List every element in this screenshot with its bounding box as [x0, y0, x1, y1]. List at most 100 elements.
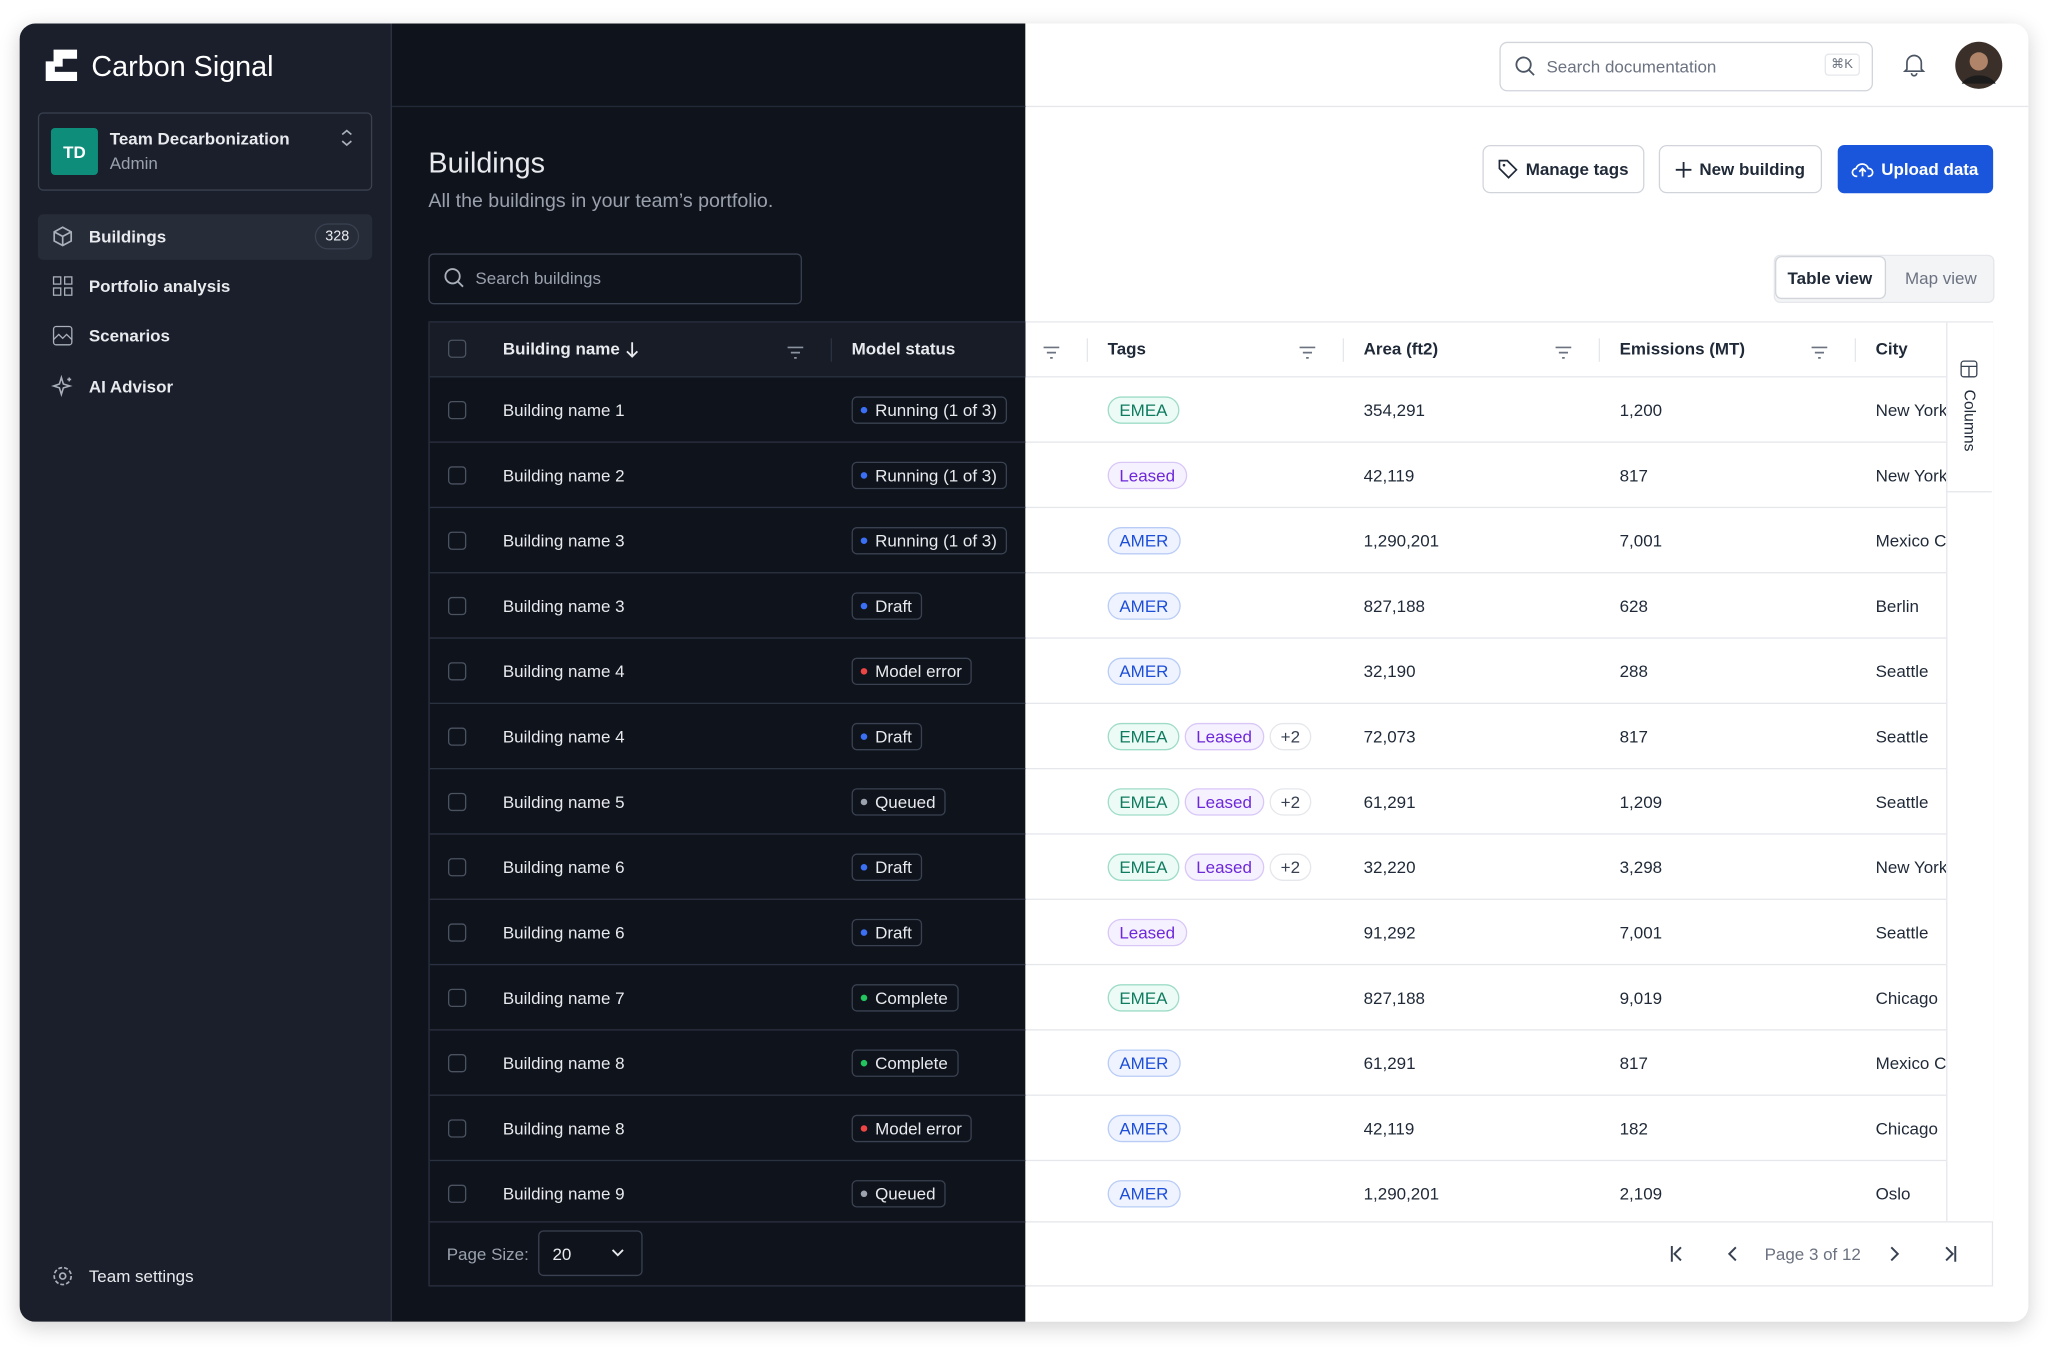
table-row[interactable]: Building name 9 Queued AMER 1,290,201 2,109 O… [429, 1161, 1947, 1222]
tag: AMER [1107, 1049, 1181, 1077]
table-view-tab[interactable]: Table view [1787, 268, 1873, 288]
tag: EMEA [1107, 984, 1180, 1012]
area: 42,119 [1363, 1118, 1415, 1139]
table-row[interactable]: Building name 2 Running (1 of 3) Leased 42,… [429, 442, 1947, 509]
status-dot [860, 602, 868, 610]
table-row[interactable]: Building name 3 Draft AMER 827,188 628 Berlin [429, 573, 1947, 639]
upload-btn[interactable]: Upload data [1837, 144, 1994, 194]
tags: EMEA [1107, 984, 1185, 1012]
icon[interactable] [1299, 346, 1316, 359]
row-checkbox [447, 662, 467, 681]
status-dot [860, 472, 868, 479]
manage-tags-btn[interactable]: Manage tags [1482, 144, 1645, 194]
table-body: Building name Model status Tags Area (ft2) E… [429, 323, 1947, 1222]
page-size-select[interactable] [538, 1230, 643, 1277]
table-row[interactable]: Building name 7 Complete EMEA 827,188 9,019 C… [429, 965, 1947, 1031]
building-name: Building name 3 [502, 530, 625, 551]
area: 827,188 [1363, 596, 1425, 616]
icon[interactable] [626, 342, 639, 358]
new-building-btn[interactable]: New building [1658, 144, 1823, 194]
status-label: Model error [875, 1118, 962, 1139]
user-avatar[interactable] [1955, 41, 2003, 89]
row-checkbox [447, 400, 467, 420]
row-checkbox [447, 923, 467, 942]
status-badge: Draft [851, 592, 923, 620]
status-dot [860, 1059, 868, 1067]
last-page[interactable] [1944, 1246, 1957, 1262]
table-row[interactable]: Building name 5 Queued EMEA Leased +2 61,291 1… [429, 769, 1947, 835]
nav-item[interactable]: Scenarios [88, 325, 170, 346]
status-label: Running (1 of 3) [875, 400, 997, 420]
area: 1,290,201 [1363, 530, 1440, 551]
emissions: 7,001 [1619, 922, 1663, 943]
status-dot [860, 406, 868, 414]
first-page[interactable] [1670, 1246, 1684, 1262]
building-search-placeholder: Search buildings [475, 268, 601, 288]
status-label: Model error [875, 661, 962, 682]
status-dot [860, 537, 868, 544]
status-badge: Running (1 of 3) [851, 527, 1008, 555]
map-view-tab[interactable]: Map view [1905, 268, 1977, 288]
tag: EMEA [1107, 396, 1180, 424]
next-page[interactable] [1890, 1246, 1900, 1262]
table-row[interactable]: Building name 8 Complete AMER 61,291 817 Mexi… [429, 1030, 1947, 1096]
emissions: 7,001 [1619, 530, 1663, 551]
column-header: City [1875, 338, 1908, 359]
column-header: Area (ft2) [1363, 338, 1439, 359]
nav-item[interactable]: Buildings [88, 226, 167, 247]
icon[interactable] [787, 346, 804, 359]
table-row[interactable]: Building name 8 Model error AMER 42,119 182 C… [429, 1095, 1947, 1162]
status-dot [860, 668, 868, 675]
prev-page[interactable] [1727, 1246, 1737, 1262]
column-separator [830, 338, 832, 362]
table-row[interactable]: Building name 3 Running (1 of 3) AMER 1,290… [429, 508, 1947, 574]
tags: EMEA Leased +2 [1107, 788, 1317, 816]
icon[interactable] [1811, 346, 1828, 359]
row-checkbox [447, 1119, 467, 1138]
icon[interactable] [1043, 346, 1060, 359]
columns-icon [1960, 360, 1978, 378]
nav-settings[interactable]: Team settings [88, 1266, 194, 1286]
icon[interactable] [1555, 346, 1572, 359]
status-badge: Running (1 of 3) [851, 396, 1008, 424]
nav-icon [52, 276, 73, 303]
table-row[interactable]: Building name 4 Model error AMER 32,190 288 S… [429, 638, 1947, 704]
building-name: Building name 6 [502, 922, 625, 943]
building-name: Building name 4 [502, 726, 625, 747]
tag: Leased [1107, 461, 1187, 490]
filter-icon [1811, 342, 1828, 366]
row-checkbox [447, 596, 467, 616]
area: 91,292 [1363, 922, 1416, 943]
icon [53, 226, 73, 247]
table-row[interactable]: Building name 1 Running (1 of 3) EMEA 354,2… [429, 377, 1947, 443]
building-name: Building name 9 [502, 1183, 625, 1204]
status-dot [860, 798, 868, 806]
page-size-value: 20 [552, 1244, 572, 1264]
status-label: Running (1 of 3) [875, 465, 997, 486]
chevron-down [611, 1249, 624, 1257]
nav-item[interactable]: AI Advisor [88, 376, 174, 397]
row-checkbox [447, 792, 467, 812]
emissions: 1,209 [1619, 792, 1663, 812]
columns-panel[interactable] [1946, 322, 1994, 1222]
table-row[interactable]: Building name 6 Draft EMEA Leased +2 32,220 3,… [429, 834, 1947, 900]
city: New York [1875, 465, 1947, 486]
status-label: Complete [875, 1053, 948, 1073]
doc-search[interactable] [1499, 41, 1873, 92]
bell[interactable] [1902, 54, 1926, 77]
area: 72,073 [1363, 726, 1416, 747]
city: Chicago [1875, 1118, 1938, 1139]
status-label: Complete [875, 988, 948, 1008]
nav-item[interactable]: Portfolio analysis [88, 276, 231, 296]
status-dot [860, 929, 868, 936]
column-header: Building name [502, 338, 620, 359]
building-name: Building name 3 [502, 596, 625, 616]
nav-icon [52, 226, 73, 253]
table-row[interactable]: Building name 6 Draft Leased 91,292 7,001 Sea… [429, 899, 1947, 966]
columns-divider [1946, 491, 1992, 493]
building-search[interactable] [428, 253, 802, 305]
team-switcher[interactable] [37, 112, 373, 191]
emissions: 628 [1619, 596, 1648, 616]
sort-arrow [626, 341, 639, 365]
table-row[interactable]: Building name 4 Draft EMEA Leased +2 72,073 81… [429, 703, 1947, 770]
